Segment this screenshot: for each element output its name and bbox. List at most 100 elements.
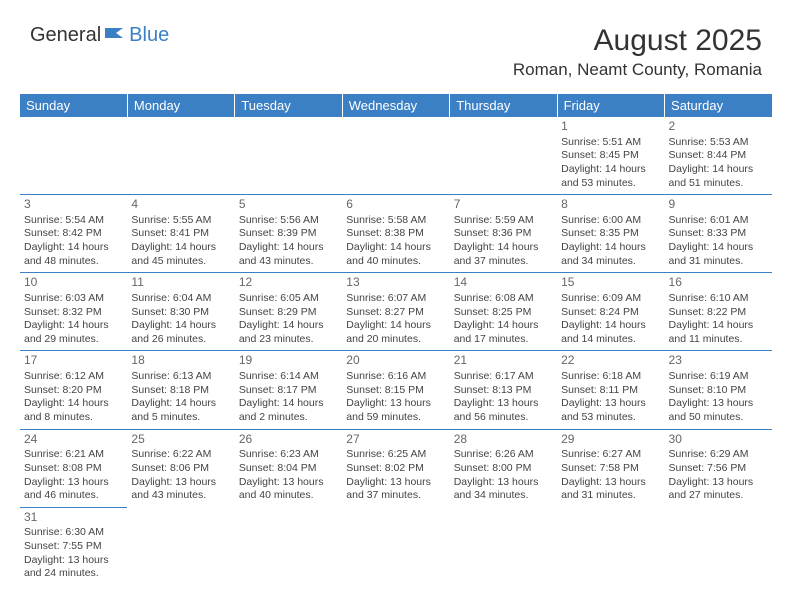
daylight-text: Daylight: 14 hours and 8 minutes.	[24, 397, 123, 424]
calendar-cell	[557, 507, 664, 585]
calendar-day-header: Wednesday	[342, 94, 449, 117]
sunset-text: Sunset: 8:36 PM	[454, 227, 553, 241]
sunset-text: Sunset: 8:32 PM	[24, 306, 123, 320]
day-number: 23	[669, 353, 768, 369]
sunrise-text: Sunrise: 6:26 AM	[454, 448, 553, 462]
sunrise-text: Sunrise: 5:59 AM	[454, 214, 553, 228]
day-number: 19	[239, 353, 338, 369]
day-number: 7	[454, 197, 553, 213]
sunset-text: Sunset: 8:42 PM	[24, 227, 123, 241]
calendar-cell: 22Sunrise: 6:18 AMSunset: 8:11 PMDayligh…	[557, 351, 664, 429]
sunrise-text: Sunrise: 6:16 AM	[346, 370, 445, 384]
daylight-text: Daylight: 14 hours and 48 minutes.	[24, 241, 123, 268]
sunset-text: Sunset: 8:30 PM	[131, 306, 230, 320]
sunset-text: Sunset: 8:02 PM	[346, 462, 445, 476]
title-block: August 2025 Roman, Neamt County, Romania	[513, 24, 762, 80]
calendar-day-header: Thursday	[450, 94, 557, 117]
sunset-text: Sunset: 7:55 PM	[24, 540, 123, 554]
sunset-text: Sunset: 8:38 PM	[346, 227, 445, 241]
day-number: 15	[561, 275, 660, 291]
sunset-text: Sunset: 7:56 PM	[669, 462, 768, 476]
sunset-text: Sunset: 8:04 PM	[239, 462, 338, 476]
daylight-text: Daylight: 14 hours and 5 minutes.	[131, 397, 230, 424]
sunrise-text: Sunrise: 6:10 AM	[669, 292, 768, 306]
daylight-text: Daylight: 14 hours and 2 minutes.	[239, 397, 338, 424]
sunrise-text: Sunrise: 5:54 AM	[24, 214, 123, 228]
day-number: 4	[131, 197, 230, 213]
sunrise-text: Sunrise: 6:09 AM	[561, 292, 660, 306]
day-number: 27	[346, 432, 445, 448]
day-number: 11	[131, 275, 230, 291]
daylight-text: Daylight: 14 hours and 20 minutes.	[346, 319, 445, 346]
calendar-day-header: Tuesday	[235, 94, 342, 117]
calendar-cell: 17Sunrise: 6:12 AMSunset: 8:20 PMDayligh…	[20, 351, 127, 429]
daylight-text: Daylight: 14 hours and 11 minutes.	[669, 319, 768, 346]
sunrise-text: Sunrise: 6:25 AM	[346, 448, 445, 462]
daylight-text: Daylight: 13 hours and 53 minutes.	[561, 397, 660, 424]
day-number: 1	[561, 119, 660, 135]
sunset-text: Sunset: 8:00 PM	[454, 462, 553, 476]
day-number: 14	[454, 275, 553, 291]
sunrise-text: Sunrise: 6:18 AM	[561, 370, 660, 384]
calendar-cell: 24Sunrise: 6:21 AMSunset: 8:08 PMDayligh…	[20, 429, 127, 507]
sunset-text: Sunset: 8:39 PM	[239, 227, 338, 241]
daylight-text: Daylight: 13 hours and 34 minutes.	[454, 476, 553, 503]
calendar-cell: 30Sunrise: 6:29 AMSunset: 7:56 PMDayligh…	[665, 429, 772, 507]
day-number: 6	[346, 197, 445, 213]
calendar-cell: 15Sunrise: 6:09 AMSunset: 8:24 PMDayligh…	[557, 273, 664, 351]
sunrise-text: Sunrise: 6:07 AM	[346, 292, 445, 306]
day-number: 26	[239, 432, 338, 448]
day-number: 22	[561, 353, 660, 369]
daylight-text: Daylight: 13 hours and 31 minutes.	[561, 476, 660, 503]
calendar-cell: 26Sunrise: 6:23 AMSunset: 8:04 PMDayligh…	[235, 429, 342, 507]
calendar-cell: 18Sunrise: 6:13 AMSunset: 8:18 PMDayligh…	[127, 351, 234, 429]
sunrise-text: Sunrise: 5:58 AM	[346, 214, 445, 228]
day-number: 20	[346, 353, 445, 369]
sunrise-text: Sunrise: 6:27 AM	[561, 448, 660, 462]
sunrise-text: Sunrise: 6:13 AM	[131, 370, 230, 384]
day-number: 10	[24, 275, 123, 291]
calendar-week-row: 31Sunrise: 6:30 AMSunset: 7:55 PMDayligh…	[20, 507, 772, 585]
calendar-cell: 16Sunrise: 6:10 AMSunset: 8:22 PMDayligh…	[665, 273, 772, 351]
day-number: 12	[239, 275, 338, 291]
day-number: 17	[24, 353, 123, 369]
calendar-cell	[235, 507, 342, 585]
sunrise-text: Sunrise: 6:29 AM	[669, 448, 768, 462]
calendar-cell: 11Sunrise: 6:04 AMSunset: 8:30 PMDayligh…	[127, 273, 234, 351]
calendar-cell: 8Sunrise: 6:00 AMSunset: 8:35 PMDaylight…	[557, 195, 664, 273]
calendar-day-header: Sunday	[20, 94, 127, 117]
sunrise-text: Sunrise: 6:21 AM	[24, 448, 123, 462]
day-number: 24	[24, 432, 123, 448]
location-text: Roman, Neamt County, Romania	[513, 60, 762, 80]
sunset-text: Sunset: 8:18 PM	[131, 384, 230, 398]
sunrise-text: Sunrise: 6:01 AM	[669, 214, 768, 228]
calendar-cell	[450, 117, 557, 195]
calendar-day-header: Friday	[557, 94, 664, 117]
calendar-cell: 10Sunrise: 6:03 AMSunset: 8:32 PMDayligh…	[20, 273, 127, 351]
calendar-cell: 12Sunrise: 6:05 AMSunset: 8:29 PMDayligh…	[235, 273, 342, 351]
day-number: 16	[669, 275, 768, 291]
sunset-text: Sunset: 8:35 PM	[561, 227, 660, 241]
sunrise-text: Sunrise: 6:14 AM	[239, 370, 338, 384]
day-number: 28	[454, 432, 553, 448]
daylight-text: Daylight: 13 hours and 50 minutes.	[669, 397, 768, 424]
sunrise-text: Sunrise: 6:22 AM	[131, 448, 230, 462]
sunrise-text: Sunrise: 6:30 AM	[24, 526, 123, 540]
sunset-text: Sunset: 7:58 PM	[561, 462, 660, 476]
daylight-text: Daylight: 13 hours and 46 minutes.	[24, 476, 123, 503]
sunset-text: Sunset: 8:20 PM	[24, 384, 123, 398]
calendar-cell	[235, 117, 342, 195]
sunrise-text: Sunrise: 5:53 AM	[669, 136, 768, 150]
sunset-text: Sunset: 8:44 PM	[669, 149, 768, 163]
sunrise-text: Sunrise: 6:08 AM	[454, 292, 553, 306]
day-number: 25	[131, 432, 230, 448]
daylight-text: Daylight: 13 hours and 27 minutes.	[669, 476, 768, 503]
sunrise-text: Sunrise: 6:19 AM	[669, 370, 768, 384]
sunset-text: Sunset: 8:10 PM	[669, 384, 768, 398]
day-number: 13	[346, 275, 445, 291]
daylight-text: Daylight: 14 hours and 34 minutes.	[561, 241, 660, 268]
daylight-text: Daylight: 13 hours and 56 minutes.	[454, 397, 553, 424]
sunrise-text: Sunrise: 5:51 AM	[561, 136, 660, 150]
calendar-cell: 20Sunrise: 6:16 AMSunset: 8:15 PMDayligh…	[342, 351, 449, 429]
daylight-text: Daylight: 14 hours and 14 minutes.	[561, 319, 660, 346]
